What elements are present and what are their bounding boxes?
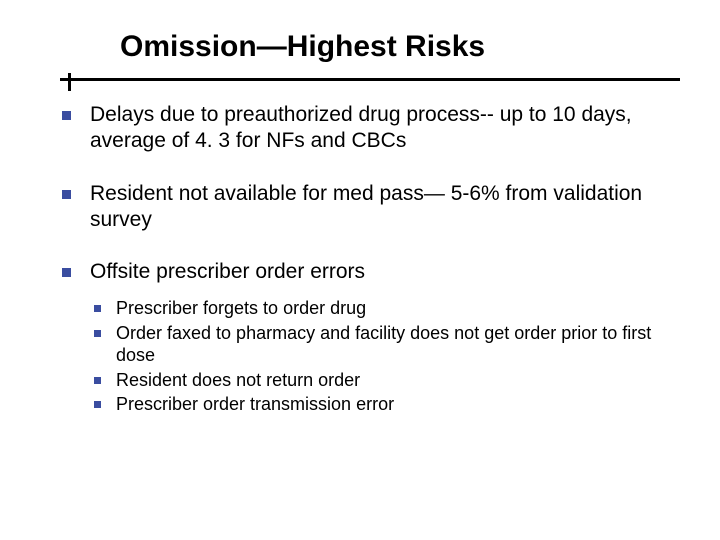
list-item: Order faxed to pharmacy and facility doe… [90, 322, 680, 367]
sub-bullet-list: Prescriber forgets to order drug Order f… [90, 297, 680, 416]
slide: Omission—Highest Risks Delays due to pre… [0, 0, 720, 540]
list-item: Prescriber order transmission error [90, 393, 680, 416]
square-bullet-icon [94, 401, 101, 408]
list-item-text: Resident does not return order [116, 370, 360, 390]
bullet-list: Delays due to preauthorized drug process… [60, 102, 680, 416]
list-item: Delays due to preauthorized drug process… [60, 102, 680, 155]
square-bullet-icon [62, 190, 71, 199]
slide-title: Omission—Highest Risks [120, 30, 680, 64]
title-rule-line [60, 78, 680, 81]
square-bullet-icon [94, 305, 101, 312]
list-item-text: Prescriber forgets to order drug [116, 298, 366, 318]
square-bullet-icon [94, 330, 101, 337]
list-item: Prescriber forgets to order drug [90, 297, 680, 320]
list-item-text: Prescriber order transmission error [116, 394, 394, 414]
list-item: Resident does not return order [90, 369, 680, 392]
list-item: Offsite prescriber order errors Prescrib… [60, 259, 680, 416]
title-rule-tick [68, 73, 71, 91]
title-wrap: Omission—Highest Risks [120, 30, 680, 64]
list-item-text: Resident not available for med pass— 5-6… [90, 182, 642, 231]
list-item-text: Delays due to preauthorized drug process… [90, 103, 632, 152]
square-bullet-icon [62, 268, 71, 277]
list-item-text: Order faxed to pharmacy and facility doe… [116, 323, 651, 366]
square-bullet-icon [62, 111, 71, 120]
square-bullet-icon [94, 377, 101, 384]
content: Delays due to preauthorized drug process… [60, 102, 680, 416]
list-item-text: Offsite prescriber order errors [90, 260, 365, 283]
title-rule [60, 78, 680, 88]
list-item: Resident not available for med pass— 5-6… [60, 181, 680, 234]
